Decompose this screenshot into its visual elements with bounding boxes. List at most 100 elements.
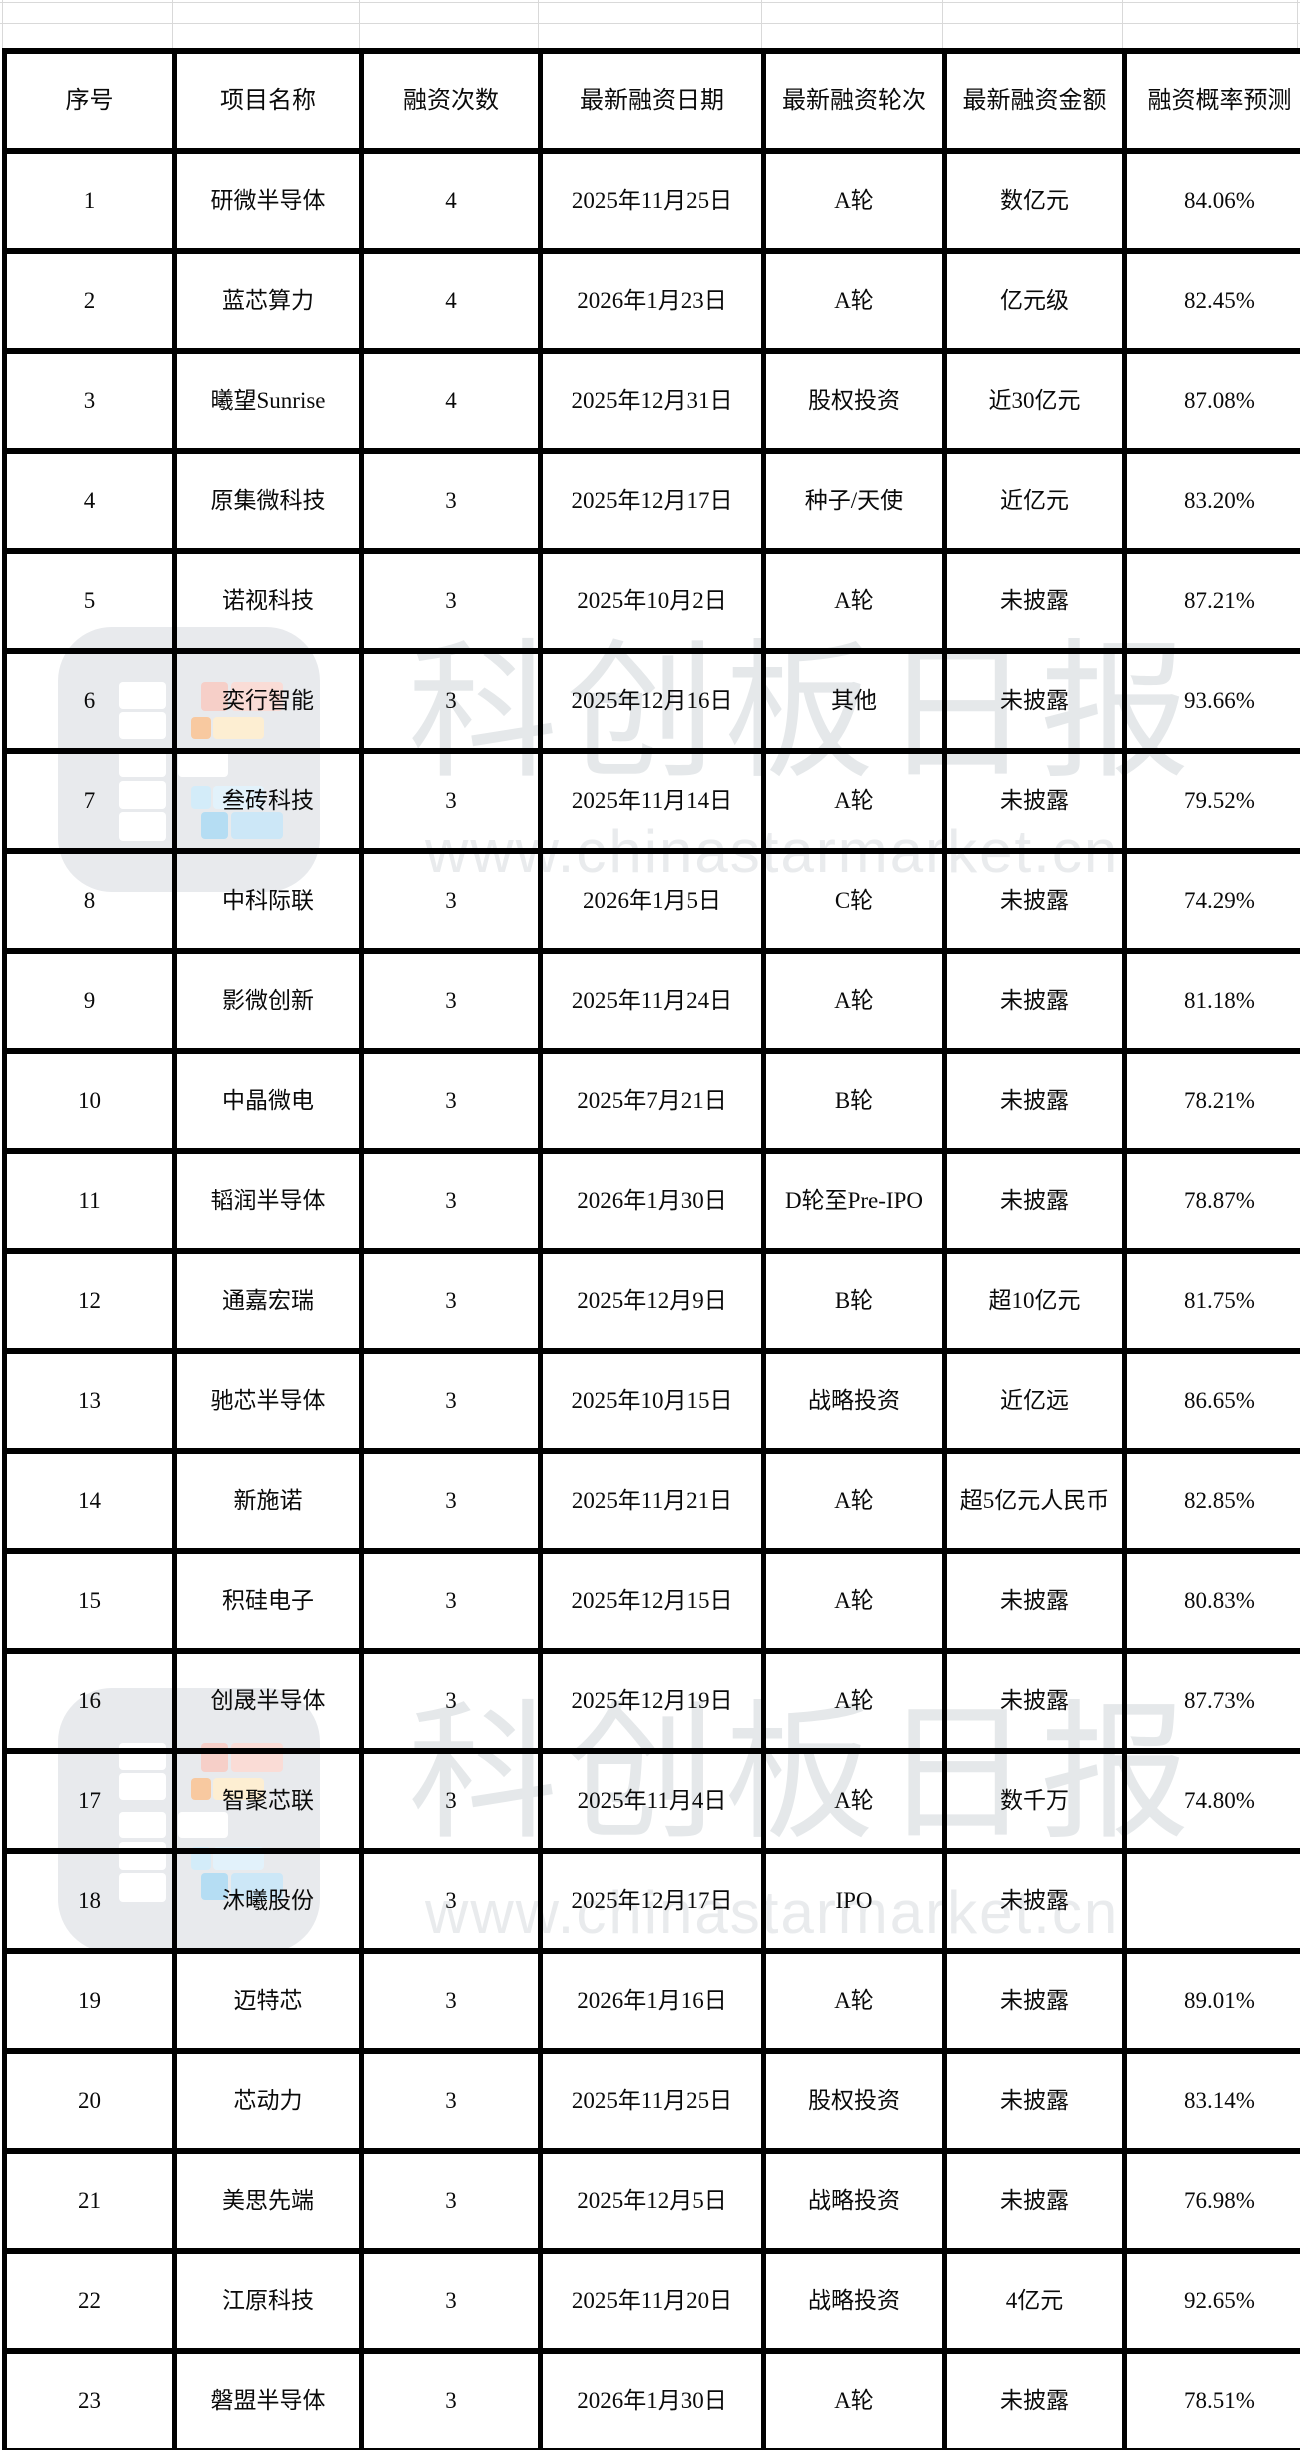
grid-line-vertical <box>1122 0 1123 48</box>
table-row: 10 中晶微电 3 2025年7月21日 B轮 未披露 78.21% <box>2 1048 1300 1154</box>
table-cell-project-name: 奕行智能 <box>172 648 364 754</box>
table-cell-latest-financing-amount: 数千万 <box>942 1748 1127 1854</box>
grid-line-vertical <box>942 0 943 48</box>
table-cell-latest-financing-round: A轮 <box>761 2348 947 2450</box>
table-cell-project-name: 迈特芯 <box>172 1948 364 2054</box>
table-cell-financing-probability: 76.98% <box>1122 2148 1300 2254</box>
table-row: 14 新施诺 3 2025年11月21日 A轮 超5亿元人民币 82.85% <box>2 1448 1300 1554</box>
table-cell-latest-financing-round: B轮 <box>761 1248 947 1354</box>
table-cell-financing-count: 3 <box>359 1048 543 1154</box>
table-cell-latest-financing-amount: 近30亿元 <box>942 348 1127 454</box>
table-cell-financing-probability: 87.73% <box>1122 1648 1300 1754</box>
table-cell-project-name: 研微半导体 <box>172 148 364 254</box>
table-cell-latest-financing-round: B轮 <box>761 1048 947 1154</box>
table-row: 3 曦望Sunrise 4 2025年12月31日 股权投资 近30亿元 87.08% <box>2 348 1300 454</box>
table-cell-latest-financing-round: A轮 <box>761 1548 947 1654</box>
table-cell-financing-probability: 80.83% <box>1122 1548 1300 1654</box>
table-cell-index: 14 <box>2 1448 177 1554</box>
table-cell-latest-financing-amount: 近亿远 <box>942 1348 1127 1454</box>
table-cell-financing-probability: 87.21% <box>1122 548 1300 654</box>
table-cell-financing-count: 3 <box>359 1748 543 1854</box>
table-cell-index: 21 <box>2 2148 177 2254</box>
grid-line-vertical <box>1297 0 1298 48</box>
col-header-project-name: 项目名称 <box>172 48 364 154</box>
col-header-latest-financing-amount: 最新融资金额 <box>942 48 1127 154</box>
table-row: 12 通嘉宏瑞 3 2025年12月9日 B轮 超10亿元 81.75% <box>2 1248 1300 1354</box>
table-cell-latest-financing-round: 其他 <box>761 648 947 754</box>
table-cell-financing-probability: 81.75% <box>1122 1248 1300 1354</box>
table-cell-financing-probability: 87.08% <box>1122 348 1300 454</box>
table-cell-latest-financing-date: 2026年1月30日 <box>538 1148 766 1254</box>
table-cell-latest-financing-date: 2025年12月17日 <box>538 1848 766 1954</box>
table-cell-latest-financing-amount: 未披露 <box>942 1548 1127 1654</box>
table-cell-latest-financing-round: A轮 <box>761 1948 947 2054</box>
table-cell-project-name: 驰芯半导体 <box>172 1348 364 1454</box>
table-row: 22 江原科技 3 2025年11月20日 战略投资 4亿元 92.65% <box>2 2248 1300 2354</box>
table-cell-latest-financing-amount: 未披露 <box>942 1848 1127 1954</box>
table-row: 16 创晟半导体 3 2025年12月19日 A轮 未披露 87.73% <box>2 1648 1300 1754</box>
table-cell-latest-financing-round: A轮 <box>761 948 947 1054</box>
table-cell-financing-probability: 82.85% <box>1122 1448 1300 1554</box>
table-cell-project-name: 积硅电子 <box>172 1548 364 1654</box>
table-cell-project-name: 江原科技 <box>172 2248 364 2354</box>
table-cell-financing-probability: 84.06% <box>1122 148 1300 254</box>
table-row: 18 沐曦股份 3 2025年12月17日 IPO 未披露 <box>2 1848 1300 1954</box>
table-cell-latest-financing-amount: 未披露 <box>942 1048 1127 1154</box>
table-cell-latest-financing-date: 2025年11月21日 <box>538 1448 766 1554</box>
table-cell-index: 2 <box>2 248 177 354</box>
table-cell-index: 23 <box>2 2348 177 2450</box>
table-cell-financing-count: 3 <box>359 2048 543 2154</box>
table-cell-project-name: 沐曦股份 <box>172 1848 364 1954</box>
table-cell-index: 20 <box>2 2048 177 2154</box>
grid-line-vertical <box>172 0 173 48</box>
table-cell-latest-financing-round: A轮 <box>761 548 947 654</box>
table-cell-latest-financing-date: 2026年1月16日 <box>538 1948 766 2054</box>
grid-line-vertical <box>761 0 762 48</box>
col-header-latest-financing-date: 最新融资日期 <box>538 48 766 154</box>
table-cell-financing-probability: 92.65% <box>1122 2248 1300 2354</box>
table-cell-index: 16 <box>2 1648 177 1754</box>
table-cell-latest-financing-round: A轮 <box>761 748 947 854</box>
table-row: 9 影微创新 3 2025年11月24日 A轮 未披露 81.18% <box>2 948 1300 1054</box>
table-cell-financing-count: 4 <box>359 148 543 254</box>
grid-line-horizontal <box>0 2 1300 3</box>
table-cell-project-name: 通嘉宏瑞 <box>172 1248 364 1354</box>
table-cell-latest-financing-round: 战略投资 <box>761 2248 947 2354</box>
table-cell-financing-count: 3 <box>359 1148 543 1254</box>
grid-line-vertical <box>538 0 539 48</box>
table-cell-financing-count: 3 <box>359 1348 543 1454</box>
table-cell-latest-financing-amount: 超10亿元 <box>942 1248 1127 1354</box>
table-cell-financing-probability: 83.20% <box>1122 448 1300 554</box>
table-cell-index: 5 <box>2 548 177 654</box>
table-cell-financing-probability: 82.45% <box>1122 248 1300 354</box>
col-header-financing-count: 融资次数 <box>359 48 543 154</box>
table-row: 17 智聚芯联 3 2025年11月4日 A轮 数千万 74.80% <box>2 1748 1300 1854</box>
table-row: 7 叁砖科技 3 2025年11月14日 A轮 未披露 79.52% <box>2 748 1300 854</box>
table-cell-index: 8 <box>2 848 177 954</box>
table-cell-financing-count: 4 <box>359 248 543 354</box>
table-cell-financing-count: 3 <box>359 1448 543 1554</box>
table-cell-financing-count: 3 <box>359 948 543 1054</box>
table-row: 20 芯动力 3 2025年11月25日 股权投资 未披露 83.14% <box>2 2048 1300 2154</box>
col-header-latest-financing-round: 最新融资轮次 <box>761 48 947 154</box>
table-cell-financing-probability: 81.18% <box>1122 948 1300 1054</box>
table-cell-latest-financing-date: 2026年1月30日 <box>538 2348 766 2450</box>
table-cell-latest-financing-amount: 未披露 <box>942 2148 1127 2254</box>
table-cell-latest-financing-amount: 未披露 <box>942 1948 1127 2054</box>
table-cell-latest-financing-round: A轮 <box>761 148 947 254</box>
table-cell-latest-financing-round: C轮 <box>761 848 947 954</box>
table-cell-latest-financing-amount: 未披露 <box>942 1648 1127 1754</box>
table-row: 13 驰芯半导体 3 2025年10月15日 战略投资 近亿远 86.65% <box>2 1348 1300 1454</box>
table-cell-project-name: 韬润半导体 <box>172 1148 364 1254</box>
table-cell-latest-financing-amount: 未披露 <box>942 1148 1127 1254</box>
table-cell-financing-count: 3 <box>359 1948 543 2054</box>
table-cell-latest-financing-amount: 未披露 <box>942 648 1127 754</box>
table-cell-index: 12 <box>2 1248 177 1354</box>
table-cell-project-name: 蓝芯算力 <box>172 248 364 354</box>
table-row: 19 迈特芯 3 2026年1月16日 A轮 未披露 89.01% <box>2 1948 1300 2054</box>
table-cell-latest-financing-date: 2025年11月25日 <box>538 148 766 254</box>
table-cell-financing-count: 3 <box>359 2148 543 2254</box>
table-cell-financing-count: 3 <box>359 648 543 754</box>
table-cell-financing-count: 3 <box>359 748 543 854</box>
table-cell-latest-financing-date: 2025年12月31日 <box>538 348 766 454</box>
